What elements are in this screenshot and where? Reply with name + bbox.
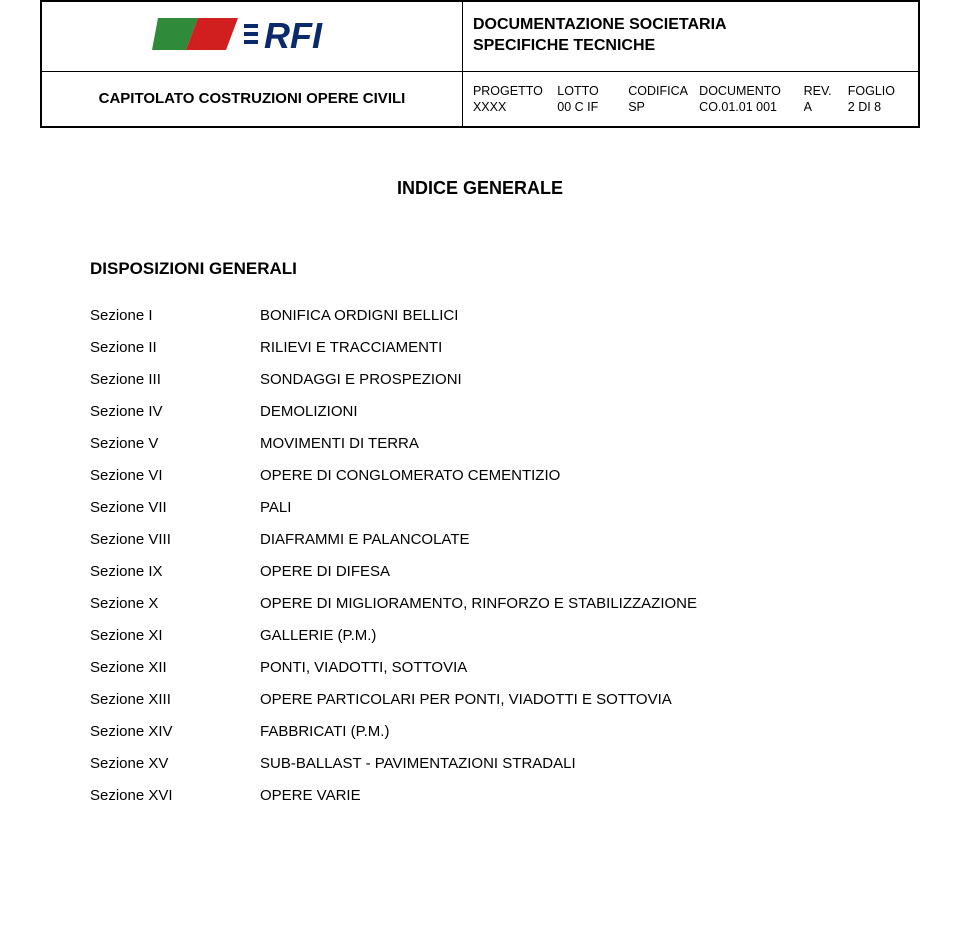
section-desc: OPERE DI MIGLIORAMENTO, RINFORZO E STABI… (260, 595, 920, 612)
header-meta-cell: PROGETTO LOTTO CODIFICA DOCUMENTO REV. F… (462, 71, 919, 127)
section-desc: OPERE PARTICOLARI PER PONTI, VIADOTTI E … (260, 691, 920, 708)
list-item: Sezione III SONDAGGI E PROSPEZIONI (90, 371, 920, 388)
section-desc: RILIEVI E TRACCIAMENTI (260, 339, 920, 356)
meta-value-lotto: 00 C IF (555, 99, 626, 115)
header-logo-cell: RFI (41, 1, 462, 71)
list-item: Sezione XVI OPERE VARIE (90, 787, 920, 804)
list-item: Sezione VIII DIAFRAMMI E PALANCOLATE (90, 531, 920, 548)
meta-label-foglio: FOGLIO (846, 83, 910, 99)
header-left-title-cell: CAPITOLATO COSTRUZIONI OPERE CIVILI (41, 71, 462, 127)
section-label: Sezione VII (90, 499, 260, 516)
meta-label-lotto: LOTTO (555, 83, 626, 99)
section-label: Sezione IX (90, 563, 260, 580)
list-item: Sezione XII PONTI, VIADOTTI, SOTTOVIA (90, 659, 920, 676)
doc-title-line1: DOCUMENTAZIONE SOCIETARIA (473, 15, 908, 36)
list-item: Sezione XIV FABBRICATI (P.M.) (90, 723, 920, 740)
doc-title-line2: SPECIFICHE TECNICHE (473, 36, 908, 57)
meta-label-rev: REV. (802, 83, 846, 99)
rfi-logo-icon: RFI (152, 10, 352, 58)
list-item: Sezione X OPERE DI MIGLIORAMENTO, RINFOR… (90, 595, 920, 612)
list-item: Sezione IV DEMOLIZIONI (90, 403, 920, 420)
section-label: Sezione II (90, 339, 260, 356)
section-label: Sezione VIII (90, 531, 260, 548)
list-item: Sezione I BONIFICA ORDIGNI BELLICI (90, 307, 920, 324)
section-label: Sezione XVI (90, 787, 260, 804)
header-table: RFI DOCUMENTAZIONE SOCIETARIA SPECIFICHE… (40, 0, 920, 128)
section-desc: PONTI, VIADOTTI, SOTTOVIA (260, 659, 920, 676)
section-label: Sezione XIII (90, 691, 260, 708)
section-desc: SUB-BALLAST - PAVIMENTAZIONI STRADALI (260, 755, 920, 772)
section-label: Sezione XIV (90, 723, 260, 740)
section-label: Sezione I (90, 307, 260, 324)
section-desc: OPERE DI DIFESA (260, 563, 920, 580)
meta-value-codifica: SP (626, 99, 697, 115)
section-desc: SONDAGGI E PROSPEZIONI (260, 371, 920, 388)
disposizioni-heading: DISPOSIZIONI GENERALI (90, 259, 920, 279)
meta-label-progetto: PROGETTO (471, 83, 555, 99)
section-desc: BONIFICA ORDIGNI BELLICI (260, 307, 920, 324)
rfi-logo: RFI (152, 10, 352, 58)
meta-labels-row: PROGETTO LOTTO CODIFICA DOCUMENTO REV. F… (471, 83, 910, 99)
list-item: Sezione XIII OPERE PARTICOLARI PER PONTI… (90, 691, 920, 708)
section-label: Sezione XI (90, 627, 260, 644)
list-item: Sezione VI OPERE DI CONGLOMERATO CEMENTI… (90, 467, 920, 484)
meta-value-documento: CO.01.01 001 (697, 99, 801, 115)
section-label: Sezione VI (90, 467, 260, 484)
section-label: Sezione IV (90, 403, 260, 420)
list-item: Sezione IX OPERE DI DIFESA (90, 563, 920, 580)
svg-text:RFI: RFI (264, 15, 323, 56)
meta-label-documento: DOCUMENTO (697, 83, 801, 99)
meta-value-progetto: XXXX (471, 99, 555, 115)
meta-value-rev: A (802, 99, 846, 115)
meta-label-codifica: CODIFICA (626, 83, 697, 99)
header-doc-title-cell: DOCUMENTAZIONE SOCIETARIA SPECIFICHE TEC… (462, 1, 919, 71)
list-item: Sezione V MOVIMENTI DI TERRA (90, 435, 920, 452)
section-desc: DIAFRAMMI E PALANCOLATE (260, 531, 920, 548)
section-desc: PALI (260, 499, 920, 516)
section-desc: FABBRICATI (P.M.) (260, 723, 920, 740)
capitolato-title: CAPITOLATO COSTRUZIONI OPERE CIVILI (99, 90, 406, 107)
section-label: Sezione X (90, 595, 260, 612)
meta-values-row: XXXX 00 C IF SP CO.01.01 001 A 2 DI 8 (471, 99, 910, 115)
section-desc: OPERE DI CONGLOMERATO CEMENTIZIO (260, 467, 920, 484)
page: RFI DOCUMENTAZIONE SOCIETARIA SPECIFICHE… (0, 0, 960, 859)
section-desc: OPERE VARIE (260, 787, 920, 804)
section-label: Sezione V (90, 435, 260, 452)
index-title: INDICE GENERALE (40, 178, 920, 199)
list-item: Sezione XI GALLERIE (P.M.) (90, 627, 920, 644)
section-desc: GALLERIE (P.M.) (260, 627, 920, 644)
list-item: Sezione VII PALI (90, 499, 920, 516)
section-desc: DEMOLIZIONI (260, 403, 920, 420)
section-desc: MOVIMENTI DI TERRA (260, 435, 920, 452)
list-item: Sezione II RILIEVI E TRACCIAMENTI (90, 339, 920, 356)
sections-list: Sezione I BONIFICA ORDIGNI BELLICI Sezio… (90, 307, 920, 804)
meta-value-foglio: 2 DI 8 (846, 99, 910, 115)
section-label: Sezione III (90, 371, 260, 388)
section-label: Sezione XV (90, 755, 260, 772)
list-item: Sezione XV SUB-BALLAST - PAVIMENTAZIONI … (90, 755, 920, 772)
section-label: Sezione XII (90, 659, 260, 676)
